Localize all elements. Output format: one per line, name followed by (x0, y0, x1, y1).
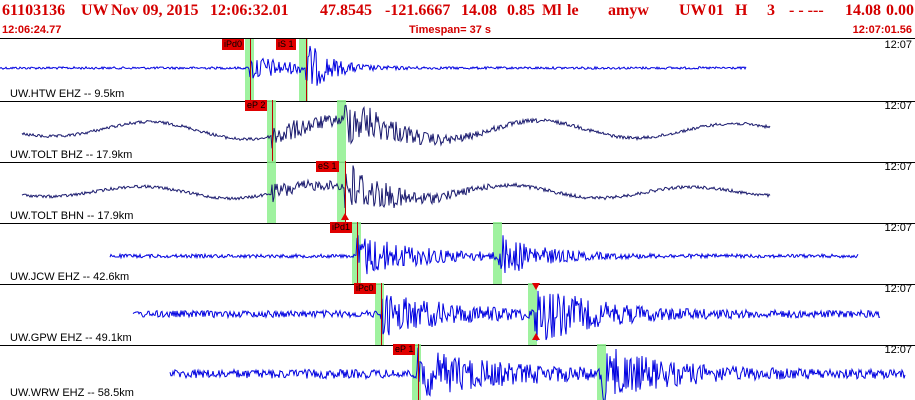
timespan: Timespan= 37 s (409, 24, 492, 36)
time-label: 12:07 (884, 39, 912, 51)
event-header: 61103136 UW Nov 09, 2015 12:06:32.01 47.… (2, 0, 914, 21)
pick-shade (597, 344, 606, 400)
event-date: Nov 09, 2015 (111, 2, 199, 19)
station-label: UW.JCW EHZ -- 42.6km (10, 271, 130, 283)
station-label: UW.HTW EHZ -- 9.5km (10, 88, 125, 100)
pick-line (272, 100, 273, 162)
pick-marker[interactable]: eP 1 (393, 344, 416, 355)
station-label: UW.TOLT BHN -- 17.9km (10, 210, 134, 222)
time-label: 12:07 (884, 161, 912, 173)
event-mag-type: Ml (542, 2, 562, 19)
station-label: UW.WRW EHZ -- 58.5km (10, 387, 134, 399)
event-lat: 47.8545 (320, 2, 372, 19)
waveform-trace[interactable] (0, 100, 915, 162)
channel-panel-htw[interactable]: iPd0 iS 1 12:07 UW.HTW EHZ -- 9.5km (0, 39, 915, 102)
station-label: UW.GPW EHZ -- 49.1km (10, 332, 132, 344)
event-depth2: 14.08 (845, 2, 881, 19)
start-time: 12:06:24.77 (2, 24, 62, 36)
pick-triangle-icon (341, 213, 349, 220)
pick-shade (299, 39, 308, 101)
event-analyst: amyw (608, 2, 649, 19)
event-version: 01 (708, 2, 724, 19)
time-bar: 12:06:24.77 Timespan= 37 s 12:07:01.56 (0, 22, 915, 39)
waveform-trace[interactable] (0, 161, 915, 223)
time-label: 12:07 (884, 100, 912, 112)
pick-line (306, 39, 307, 101)
time-label: 12:07 (884, 222, 912, 234)
time-label: 12:07 (884, 344, 912, 356)
pick-shade (375, 283, 384, 345)
waveform-path (169, 347, 906, 400)
waveform-path (132, 290, 881, 341)
pick-shade (267, 100, 276, 162)
waveform-path (0, 45, 747, 86)
pick-marker[interactable]: iPd0 (222, 39, 245, 50)
channel-panel-tolt-bhz[interactable]: eP 2 12:07 UW.TOLT BHZ -- 17.9km (0, 100, 915, 163)
waveform-trace[interactable] (0, 283, 915, 345)
pick-marker[interactable]: iS 1 (276, 39, 296, 50)
pick-triangle-icon (532, 283, 540, 290)
waveform-path (109, 234, 859, 275)
event-lon: -121.6667 (385, 2, 451, 19)
waveform-trace[interactable] (0, 222, 915, 284)
waveform-trace[interactable] (0, 39, 915, 101)
event-id: 61103136 (2, 2, 66, 19)
event-count: 3 (767, 2, 775, 19)
waveform-path (21, 104, 771, 149)
station-label: UW.TOLT BHZ -- 17.9km (10, 149, 133, 161)
pick-marker[interactable]: eP 2 (245, 100, 268, 111)
event-type: le (567, 2, 579, 19)
event-source: UW (679, 2, 707, 19)
pick-line (418, 344, 419, 400)
waveform-path (21, 165, 771, 209)
event-magnitude: 0.85 (507, 2, 535, 19)
channel-panel-tolt-bhn[interactable]: eS 1 12:07 UW.TOLT BHN -- 17.9km (0, 161, 915, 224)
event-rflag: H (735, 2, 748, 19)
waveform-trace[interactable] (0, 344, 915, 400)
pick-marker[interactable]: eS 1 (316, 161, 339, 172)
pick-marker[interactable]: iPd1 (330, 222, 353, 233)
time-label: 12:07 (884, 283, 912, 295)
event-tail: 0.00 (886, 2, 914, 19)
pick-marker[interactable]: iPc0 (354, 283, 376, 294)
event-time: 12:06:32.01 (210, 2, 289, 19)
channel-panel-jcw[interactable]: iPd1 12:07 UW.JCW EHZ -- 42.6km (0, 222, 915, 285)
channel-panel-wrw[interactable]: eP 1 12:07 UW.WRW EHZ -- 58.5km (0, 344, 915, 400)
pick-triangle-icon (532, 333, 540, 340)
event-depth: 14.08 (461, 2, 497, 19)
event-network: UW (81, 2, 109, 19)
event-extra: - - --- (789, 2, 824, 19)
pick-line (345, 161, 346, 223)
pick-line (357, 222, 358, 284)
pick-shade (337, 161, 346, 223)
pick-line (250, 39, 251, 101)
channel-panel-gpw[interactable]: iPc0 12:07 UW.GPW EHZ -- 49.1km (0, 283, 915, 346)
pick-shade (493, 222, 502, 284)
pick-shade (337, 100, 346, 162)
end-time: 12:07:01.56 (852, 24, 912, 36)
pick-shade (528, 283, 537, 345)
pick-line (381, 283, 382, 345)
